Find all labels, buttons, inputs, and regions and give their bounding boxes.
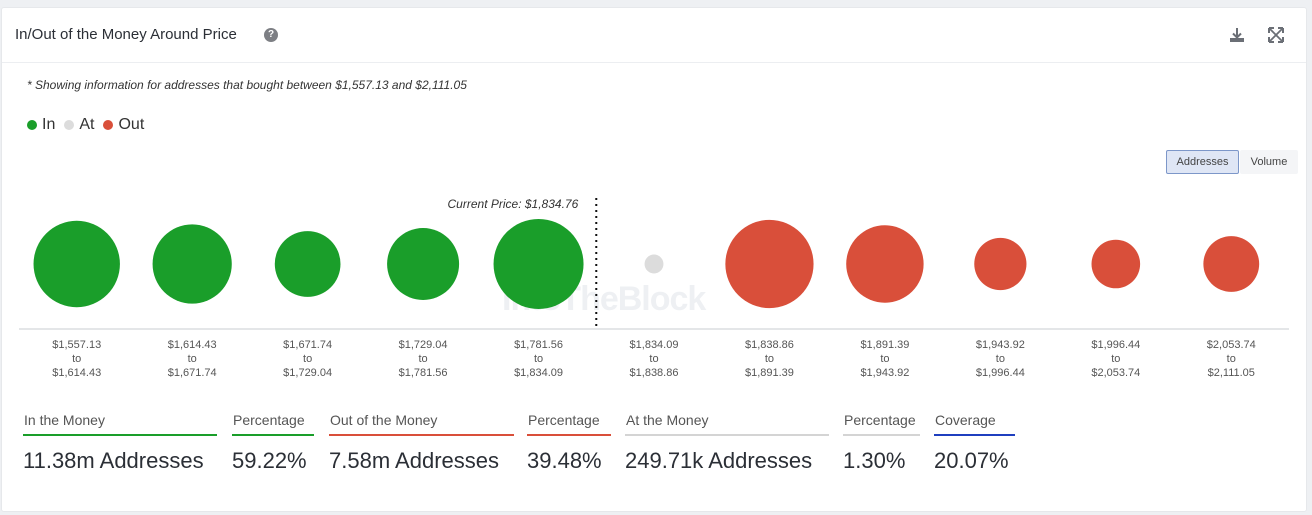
bubble-out <box>974 237 1027 291</box>
x-tick-label: $1,614.43 <box>168 339 217 351</box>
stat-in-the-money: In the Money 11.38m Addresses <box>23 412 217 474</box>
stat-value: 11.38m Addresses <box>23 448 204 473</box>
stat-in-percentage: Percentage 59.22% <box>232 412 314 474</box>
bubble-in <box>493 219 584 309</box>
bubble-chart: Current Price: $1,834.76 $1,557.13 to $1,61… <box>19 197 1289 379</box>
x-tick-label: $1,781.56 <box>514 339 563 351</box>
card-title: In/Out of the Money Around Price <box>15 26 237 43</box>
card-header: In/Out of the Money Around Price ? <box>2 8 1306 63</box>
bubble-in <box>274 231 341 297</box>
bubble-out <box>1091 239 1141 289</box>
x-tick-label: $1,891.39 <box>745 367 794 379</box>
x-tick-label: to <box>765 353 774 365</box>
x-tick-label: $1,996.44 <box>976 367 1025 379</box>
legend-in-dot-icon <box>27 120 37 130</box>
x-tick-label: to <box>303 353 312 365</box>
stat-label: Percentage <box>843 412 920 436</box>
x-tick-label: $1,834.09 <box>630 339 679 351</box>
stat-value: 249.71k Addresses <box>625 448 813 473</box>
x-tick-label: $1,891.39 <box>860 339 909 351</box>
help-circle-icon[interactable]: ? <box>264 28 278 42</box>
x-tick-label: to <box>996 353 1005 365</box>
x-tick-label: to <box>880 353 889 365</box>
x-tick-label: $1,838.86 <box>630 367 679 379</box>
legend-item-out[interactable]: Out <box>103 116 144 134</box>
stat-value: 1.30% <box>843 448 906 473</box>
legend-at-dot-icon <box>64 120 75 130</box>
stat-coverage: Coverage 20.07% <box>934 412 1015 474</box>
x-tick-label: $1,943.92 <box>976 339 1025 351</box>
x-tick-label: $1,557.13 <box>52 339 101 351</box>
x-tick-label: $1,729.04 <box>399 339 448 351</box>
x-tick-label: to <box>1227 353 1236 365</box>
stat-label: Out of the Money <box>329 412 514 436</box>
expand-icon[interactable] <box>1267 26 1285 44</box>
volume-toggle-button[interactable]: Volume <box>1240 150 1298 174</box>
x-tick-label: $1,671.74 <box>168 367 217 379</box>
stat-label: Coverage <box>934 412 1015 436</box>
x-tick-label: $1,834.09 <box>514 367 563 379</box>
legend-in-label: In <box>42 116 56 133</box>
x-tick-label: to <box>72 353 81 365</box>
chart-card: In/Out of the Money Around Price ? * Sho… <box>1 7 1307 512</box>
legend: In At Out <box>27 116 153 134</box>
stat-value: 39.48% <box>527 448 602 473</box>
x-tick-label: $1,671.74 <box>283 339 332 351</box>
stat-out-of-the-money: Out of the Money 7.58m Addresses <box>329 412 514 474</box>
stat-at-percentage: Percentage 1.30% <box>843 412 920 474</box>
x-tick-label: to <box>1111 353 1120 365</box>
x-tick-label: $1,729.04 <box>283 367 332 379</box>
stat-value: 20.07% <box>934 448 1009 473</box>
x-tick-label: $2,053.74 <box>1207 339 1256 351</box>
stat-label: Percentage <box>232 412 314 436</box>
legend-out-dot-icon <box>103 120 114 130</box>
stat-out-percentage: Percentage 39.48% <box>527 412 611 474</box>
x-tick-label: to <box>188 353 197 365</box>
x-tick-label: $2,111.05 <box>1208 367 1255 379</box>
download-icon[interactable] <box>1228 26 1246 44</box>
x-tick-label: $1,838.86 <box>745 339 794 351</box>
stat-value: 59.22% <box>232 448 307 473</box>
bubble-out <box>1203 236 1260 292</box>
bubble-in <box>387 228 460 300</box>
bubble-at <box>644 254 664 274</box>
stats-row: In the Money 11.38m Addresses Percentage… <box>2 412 1306 492</box>
legend-at-label: At <box>79 116 95 133</box>
legend-item-at[interactable]: At <box>64 116 94 134</box>
bubble-in <box>152 224 232 304</box>
stat-value: 7.58m Addresses <box>329 448 499 473</box>
current-price-label: Current Price: $1,834.76 <box>448 197 579 211</box>
legend-out-label: Out <box>118 116 145 133</box>
x-tick-label: to <box>534 353 543 365</box>
filter-note: * Showing information for addresses that… <box>27 78 467 92</box>
stat-label: Percentage <box>527 412 611 436</box>
bubble-in <box>33 220 120 308</box>
x-tick-label: to <box>649 353 658 365</box>
stat-at-the-money: At the Money 249.71k Addresses <box>625 412 829 474</box>
stat-label: At the Money <box>625 412 829 436</box>
x-tick-label: $2,053.74 <box>1091 367 1140 379</box>
x-tick-label: to <box>418 353 427 365</box>
x-tick-label: $1,781.56 <box>399 367 448 379</box>
x-tick-label: $1,614.43 <box>52 367 101 379</box>
addresses-toggle-button[interactable]: Addresses <box>1166 150 1239 174</box>
x-tick-label: $1,943.92 <box>860 367 909 379</box>
x-tick-label: $1,996.44 <box>1091 339 1140 351</box>
stat-label: In the Money <box>23 412 217 436</box>
bubble-out <box>725 219 814 309</box>
bubble-out <box>846 225 924 303</box>
legend-item-in[interactable]: In <box>27 116 55 134</box>
